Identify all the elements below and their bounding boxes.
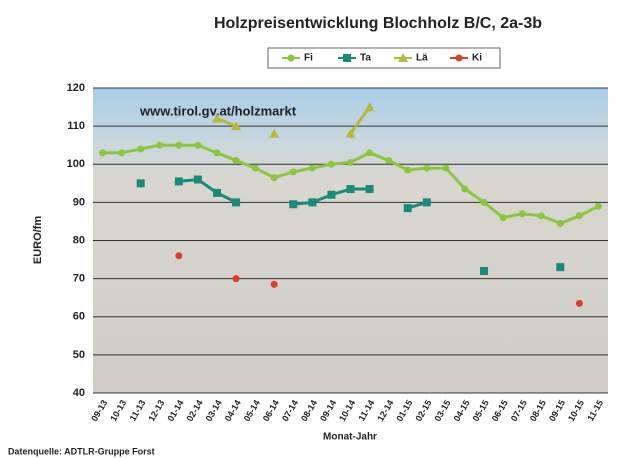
x-tick-label: 06-15 [490,398,510,423]
data-point [500,214,507,221]
data-point [309,165,316,172]
x-tick-label: 09-15 [547,398,567,423]
data-point [347,185,355,193]
x-tick-label: 07-14 [280,398,300,423]
x-tick-label: 02-15 [413,398,433,423]
y-tick-label: 110 [67,120,85,132]
x-tick-label: 08-14 [299,398,319,423]
x-tick-label: 10-14 [337,398,357,423]
y-tick-label: 70 [73,273,85,285]
data-point [404,166,411,173]
legend-label: Ki [472,53,482,64]
data-point [366,149,373,156]
chart: Holzpreisentwicklung Blochholz B/C, 2a-3… [0,0,620,459]
x-tick-label: 11-14 [356,398,376,423]
data-point [308,198,316,206]
data-point [576,300,583,307]
data-point [213,149,220,156]
data-point [480,267,488,275]
data-point [252,165,259,172]
y-axis-label: EURO/fm [32,216,44,265]
legend-label: Fi [304,53,313,64]
data-point [347,159,354,166]
x-tick-label: 05-15 [471,398,491,423]
data-point [233,275,240,282]
y-tick-label: 60 [73,311,85,323]
data-point [290,168,297,175]
data-point [423,165,430,172]
x-tick-label: 03-14 [204,398,224,423]
legend-label: Ta [360,53,371,64]
x-tick-label: 01-15 [394,398,414,423]
data-point [595,203,602,210]
x-tick-label: 03-15 [432,398,452,423]
x-tick-label: 11-13 [128,398,148,423]
data-point [118,149,125,156]
legend-marker [343,54,351,62]
x-tick-label: 11-15 [585,398,605,423]
data-point [213,189,221,197]
data-point [194,142,201,149]
source: Datenquelle: ADTLR-Gruppe Forst [8,446,155,456]
legend-label: Lä [416,53,428,64]
x-tick-label: 05-14 [242,398,262,423]
x-tick-label: 10-15 [566,398,586,423]
data-point [175,177,183,185]
data-point [99,149,106,156]
data-point [328,161,335,168]
data-point [442,165,449,172]
y-tick-label: 100 [67,158,85,170]
data-point [271,281,278,288]
data-point [233,157,240,164]
data-point [175,252,182,259]
data-point [556,263,564,271]
data-point [557,220,564,227]
data-point [366,185,374,193]
data-point [289,200,297,208]
x-tick-label: 07-15 [509,398,529,423]
y-tick-label: 50 [73,349,85,361]
data-point [137,146,144,153]
data-point [327,191,335,199]
data-point [461,186,468,193]
x-tick-label: 12-14 [375,398,395,423]
x-tick-label: 09-13 [89,398,109,423]
data-point [481,199,488,206]
y-tick-label: 80 [73,234,85,246]
data-point [576,212,583,219]
data-point [232,198,240,206]
chart-title: Holzpreisentwicklung Blochholz B/C, 2a-3… [214,15,542,32]
data-point [519,210,526,217]
x-tick-label: 09-14 [318,398,338,423]
x-tick-label: 12-13 [146,398,166,423]
x-tick-label: 08-15 [528,398,548,423]
y-tick-label: 120 [67,82,85,94]
x-tick-label: 06-14 [261,398,281,423]
legend-marker [288,55,295,62]
y-tick-label: 40 [73,387,85,399]
x-tick-label: 04-14 [223,398,243,423]
y-tick-label: 90 [73,196,85,208]
x-tick-label: 02-14 [185,398,205,423]
data-point [423,198,431,206]
x-axis-label: Monat-Jahr [323,432,377,443]
x-tick-label: 04-15 [452,398,472,423]
data-point [156,142,163,149]
data-point [137,179,145,187]
data-point [194,176,202,184]
legend-marker [456,55,463,62]
x-tick-label: 10-13 [108,398,128,423]
data-point [538,212,545,219]
data-point [271,174,278,181]
data-point [385,157,392,164]
data-point [404,204,412,212]
data-point [175,142,182,149]
x-tick-label: 01-14 [165,398,185,423]
